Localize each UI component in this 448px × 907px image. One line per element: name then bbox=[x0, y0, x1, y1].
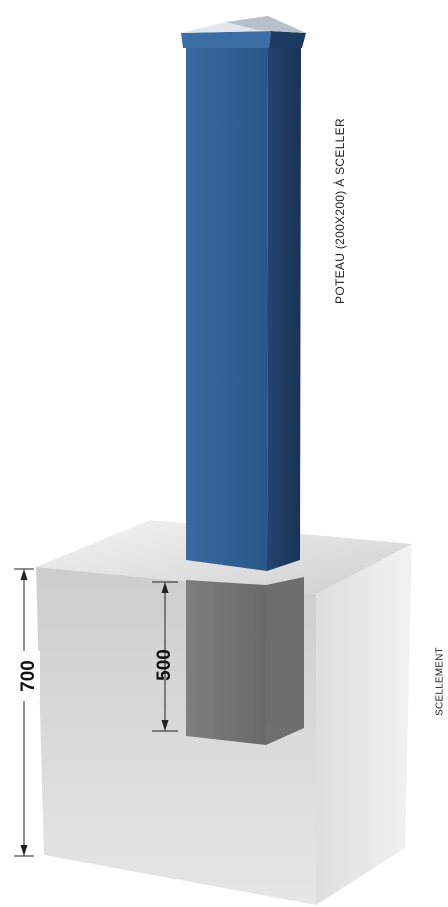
dimension-700-label: 700 bbox=[18, 651, 40, 701]
post-front bbox=[186, 48, 268, 571]
embedded-post bbox=[186, 577, 304, 745]
post-cap-side bbox=[269, 31, 306, 48]
post bbox=[181, 16, 306, 571]
dimension-500-label: 500 bbox=[154, 649, 175, 681]
post-cap-front bbox=[181, 31, 271, 48]
dimension-line-500 bbox=[152, 581, 178, 732]
sealing-label: SCELLEMENT bbox=[434, 647, 446, 716]
concrete-side-face bbox=[316, 544, 412, 905]
post-side bbox=[267, 48, 301, 571]
dimension-line-700 bbox=[14, 568, 34, 857]
post-label: POTEAU (200X200) À SCELLER bbox=[333, 118, 347, 304]
